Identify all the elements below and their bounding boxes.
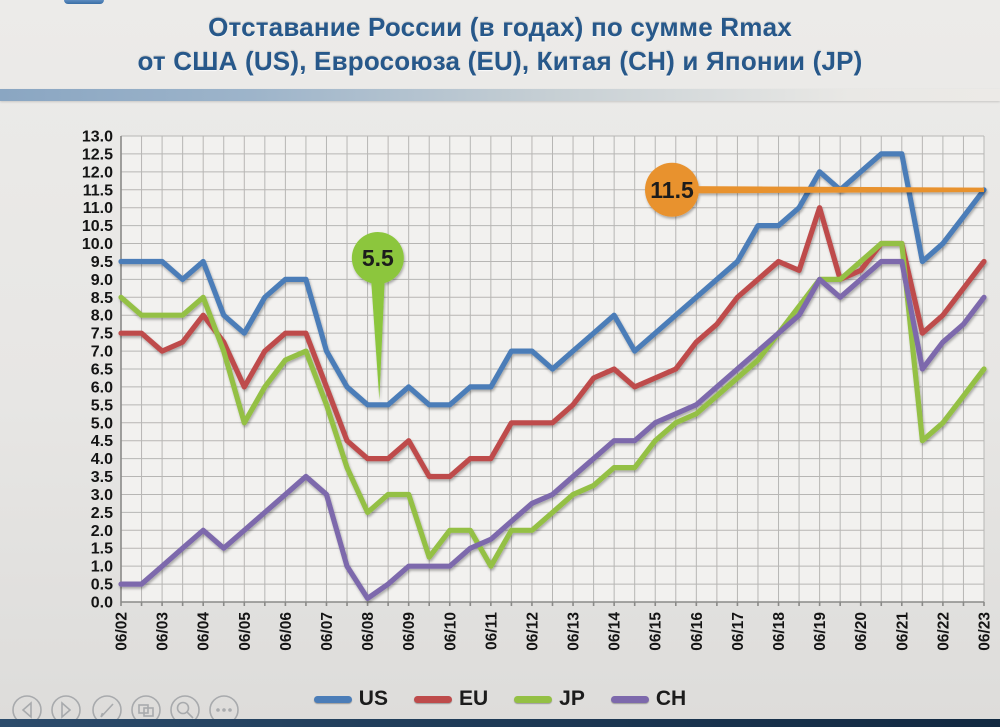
y-tick-label: 4.0 — [91, 451, 113, 468]
gridlines — [121, 135, 985, 602]
x-tick-label: 06/12 — [524, 612, 541, 651]
title-line-1: Отставание России (в годах) по сумме Rma… — [208, 12, 792, 42]
x-tick-label: 06/02 — [114, 612, 131, 651]
y-tick-label: 3.0 — [91, 487, 113, 504]
legend-marker-eu — [413, 695, 452, 703]
y-tick-label: 12.5 — [82, 146, 113, 163]
x-tick-label: 06/22 — [935, 612, 952, 651]
legend-label: JP — [559, 687, 585, 710]
series-line-ch — [118, 258, 987, 602]
y-tick-label: 2.0 — [91, 523, 113, 540]
x-tick-label: 06/03 — [155, 612, 172, 651]
y-tick-label: 4.5 — [91, 433, 113, 450]
x-tick-label: 06/13 — [566, 612, 583, 651]
x-tick-label: 06/16 — [689, 612, 706, 651]
series-line-jp — [118, 240, 987, 569]
annotation-5.5: 5.5 — [351, 232, 404, 400]
x-tick-label: 06/18 — [771, 612, 788, 651]
x-tick-label: 06/04 — [196, 612, 213, 651]
legend-label: CH — [655, 687, 687, 710]
legend-item-us: US — [313, 687, 388, 711]
y-tick-label: 1.0 — [91, 559, 113, 576]
x-tick-label: 06/09 — [401, 612, 418, 651]
y-tick-label: 7.5 — [91, 326, 113, 343]
y-tick-label: 5.0 — [91, 415, 113, 432]
top-accent-sliver — [64, 0, 104, 4]
y-tick-label: 8.5 — [91, 290, 113, 307]
legend-marker-ch — [610, 695, 649, 703]
y-axis-labels: 0.00.51.01.52.02.53.03.54.04.55.05.56.06… — [82, 129, 113, 612]
x-tick-label: 06/10 — [442, 612, 459, 651]
y-tick-label: 8.0 — [91, 308, 113, 325]
y-tick-label: 11.5 — [83, 182, 113, 199]
y-tick-label: 0.0 — [91, 595, 113, 612]
y-tick-label: 6.0 — [91, 379, 113, 396]
legend-label: US — [358, 687, 388, 710]
x-tick-label: 06/19 — [812, 612, 829, 651]
x-tick-label: 06/17 — [730, 612, 747, 651]
y-tick-label: 7.0 — [91, 344, 113, 361]
y-tick-label: 9.5 — [91, 254, 113, 271]
annotation-11.5: 11.5 — [645, 162, 984, 217]
x-tick-label: 06/21 — [894, 612, 911, 651]
annotation-label: 5.5 — [362, 245, 394, 271]
x-tick-label: 06/14 — [607, 612, 624, 651]
legend-marker-us — [313, 695, 352, 703]
page-title: Отставание России (в годах) по сумме Rma… — [0, 10, 1000, 78]
x-tick-label: 06/20 — [853, 612, 870, 651]
legend-marker-jp — [514, 695, 553, 703]
y-tick-label: 10.5 — [82, 218, 113, 235]
legend-item-jp: JP — [514, 687, 585, 711]
y-tick-label: 12.0 — [82, 164, 113, 181]
annotation-label: 11.5 — [650, 177, 694, 203]
y-tick-label: 9.0 — [91, 272, 113, 289]
y-tick-label: 2.5 — [91, 505, 113, 522]
x-tick-label: 06/23 — [977, 612, 994, 651]
y-tick-label: 6.5 — [91, 362, 113, 379]
x-tick-label: 06/06 — [278, 612, 295, 651]
x-tick-label: 06/15 — [648, 612, 665, 651]
x-tick-label: 06/11 — [483, 612, 500, 650]
accent-band — [0, 89, 1000, 101]
x-axis-labels: 06/02 06/03 06/04 06/05 06/06 06/07 06/08 06/09… — [114, 612, 994, 651]
x-tick-label: 06/08 — [360, 612, 377, 651]
chart-legend: US EU JP CH — [0, 687, 1000, 711]
title-line-2: от США (US), Евросоюза (EU), Китая (CH) … — [137, 46, 863, 76]
legend-item-ch: CH — [610, 687, 687, 711]
y-tick-label: 3.5 — [91, 469, 113, 486]
x-tick-label: 06/05 — [237, 612, 254, 651]
axes — [120, 136, 985, 606]
y-tick-label: 5.5 — [91, 397, 113, 414]
y-tick-label: 13.0 — [82, 129, 113, 146]
y-tick-label: 0.5 — [91, 577, 113, 594]
slide-overview-button[interactable] — [131, 695, 161, 725]
bottom-bar — [0, 719, 1000, 727]
y-tick-label: 10.0 — [82, 236, 113, 253]
legend-item-eu: EU — [413, 687, 489, 711]
x-tick-label: 06/07 — [319, 612, 336, 651]
y-tick-label: 11.0 — [83, 200, 113, 217]
legend-label: EU — [458, 687, 489, 710]
y-tick-label: 1.5 — [91, 541, 113, 558]
